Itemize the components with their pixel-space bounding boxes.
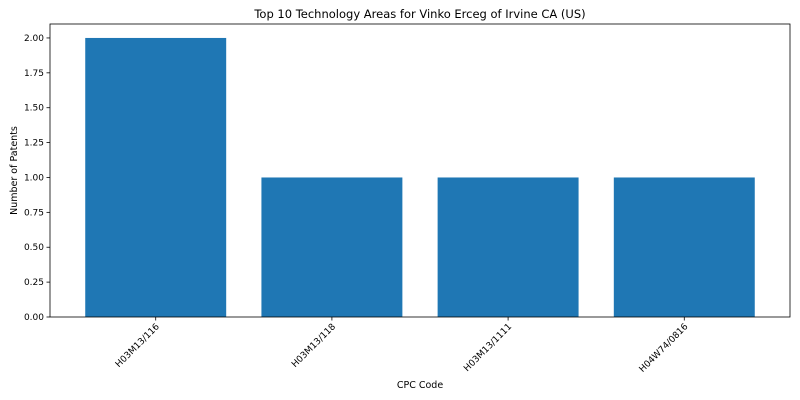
y-tick-label: 1.00 bbox=[24, 173, 44, 183]
y-tick-label: 0.00 bbox=[24, 313, 44, 323]
bar-h03m13-1111 bbox=[438, 177, 579, 317]
x-tick-label: H03M13/116 bbox=[114, 322, 162, 370]
y-tick-label: 1.75 bbox=[24, 69, 44, 79]
x-tick-label: H03M13/1111 bbox=[462, 322, 514, 374]
y-tick-label: 0.75 bbox=[24, 208, 44, 218]
y-tick-label: 0.25 bbox=[24, 278, 44, 288]
y-tick-label: 0.50 bbox=[24, 243, 44, 253]
y-tick-label: 1.50 bbox=[24, 104, 44, 114]
plot-area: 0.00 0.25 0.50 0.75 1.00 1.25 1.50 1.75 2.00 H03M… bbox=[24, 24, 790, 375]
bar-h03m13-116 bbox=[85, 38, 226, 317]
x-axis-label: CPC Code bbox=[397, 380, 443, 391]
bar-h04w74-0816 bbox=[614, 177, 755, 317]
y-tick-label: 2.00 bbox=[24, 34, 44, 44]
chart-title: Top 10 Technology Areas for Vinko Erceg … bbox=[253, 7, 585, 21]
y-axis-label: Number of Patents bbox=[9, 126, 20, 215]
y-tick-label: 1.25 bbox=[24, 139, 44, 149]
x-tick-label: H04W74/0816 bbox=[638, 322, 691, 375]
x-tick-label: H03M13/118 bbox=[290, 322, 338, 370]
bar-h03m13-118 bbox=[261, 177, 402, 317]
